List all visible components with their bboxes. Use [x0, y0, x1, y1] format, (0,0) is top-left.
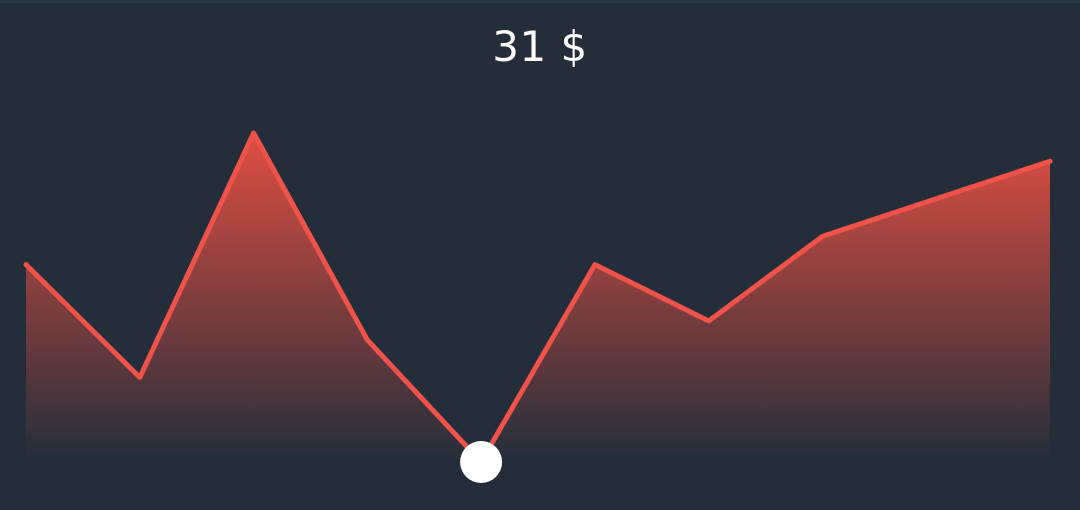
area-layer: [26, 133, 1050, 462]
area-fill: [26, 133, 1050, 462]
top-border: [0, 0, 1080, 3]
series-line: [23, 130, 1053, 465]
data-point-1[interactable]: [137, 374, 143, 380]
line-layer: [23, 130, 1053, 465]
data-point-3[interactable]: [364, 337, 370, 343]
selected-point-marker[interactable]: [460, 441, 503, 483]
data-point-8[interactable]: [933, 196, 939, 202]
data-point-9[interactable]: [1047, 158, 1053, 164]
marker-layer[interactable]: [460, 441, 503, 483]
data-point-5[interactable]: [592, 262, 598, 268]
data-point-6[interactable]: [706, 318, 712, 324]
selected-value-label: 31 $: [492, 22, 588, 71]
data-point-0[interactable]: [23, 262, 29, 268]
data-point-7[interactable]: [819, 233, 825, 239]
data-point-2[interactable]: [251, 130, 257, 136]
